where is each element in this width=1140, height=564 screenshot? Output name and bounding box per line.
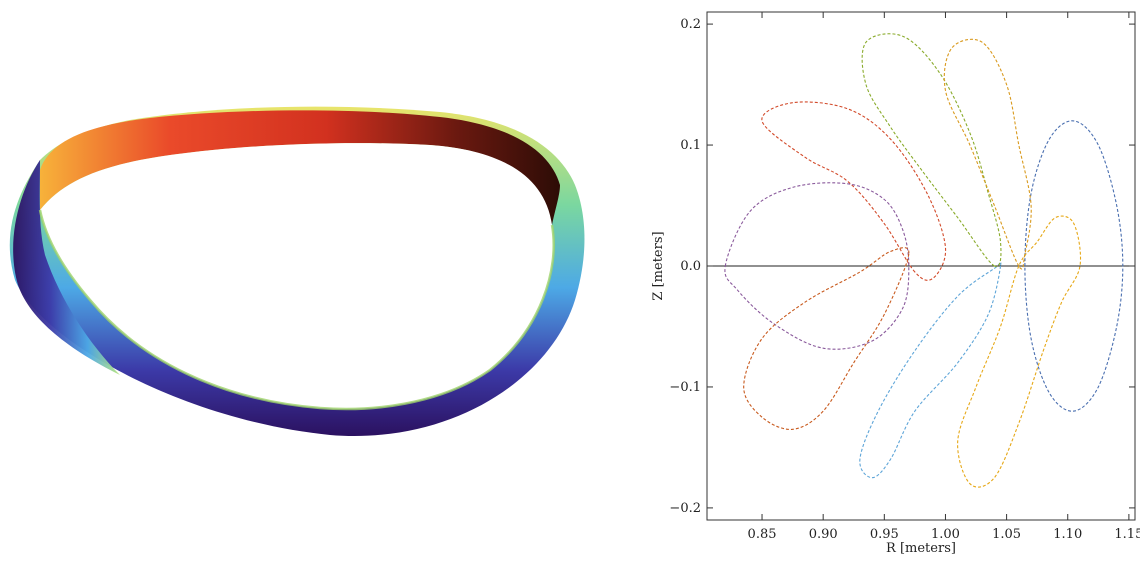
poincare-plot: 0.85 0.90 0.95 1.00 1.05 1.10 1.15 −0.2 −0.1 0.0…: [640, 0, 1140, 560]
y-axis-title: Z [meters]: [651, 231, 666, 300]
x-tick-label: 1.00: [931, 527, 960, 542]
cross-section-curve-3: [724, 182, 910, 350]
x-axis-ticks: 0.85 0.90 0.95 1.00 1.05 1.10 1.15: [748, 12, 1140, 542]
x-tick-label: 0.85: [748, 527, 777, 542]
torus-surface-render: [9, 106, 585, 437]
surface-inner-edge: [38, 209, 555, 411]
cross-section-curve-2: [761, 101, 947, 281]
y-tick-label: 0.2: [680, 17, 701, 32]
y-tick-label: −0.1: [669, 380, 701, 395]
cross-section-curve-8: [943, 38, 1032, 270]
y-axis-ticks: −0.2 −0.1 0.0 0.1 0.2: [669, 17, 1135, 516]
surface-inner-band: [40, 110, 560, 225]
x-axis-title: R [meters]: [886, 541, 956, 556]
x-tick-label: 1.10: [1053, 527, 1082, 542]
cross-section-curve-5: [859, 261, 1002, 479]
cross-section-curve-7: [861, 33, 1002, 268]
cross-section-curve-1: [1024, 120, 1124, 412]
x-tick-label: 0.95: [870, 527, 899, 542]
cross-section-curve-6: [957, 215, 1082, 488]
cross-section-curve-4: [743, 247, 910, 430]
series-group: [724, 33, 1124, 488]
x-tick-label: 0.90: [809, 527, 838, 542]
x-tick-label: 1.05: [992, 527, 1021, 542]
x-tick-label: 1.15: [1114, 527, 1140, 542]
surface-hole: [40, 143, 554, 410]
y-tick-label: 0.0: [680, 259, 701, 274]
y-tick-label: −0.2: [669, 501, 701, 516]
plot-canvas: 0.85 0.90 0.95 1.00 1.05 1.10 1.15 −0.2 −0.1 0.0…: [651, 11, 1140, 556]
y-tick-label: 0.1: [680, 138, 701, 153]
